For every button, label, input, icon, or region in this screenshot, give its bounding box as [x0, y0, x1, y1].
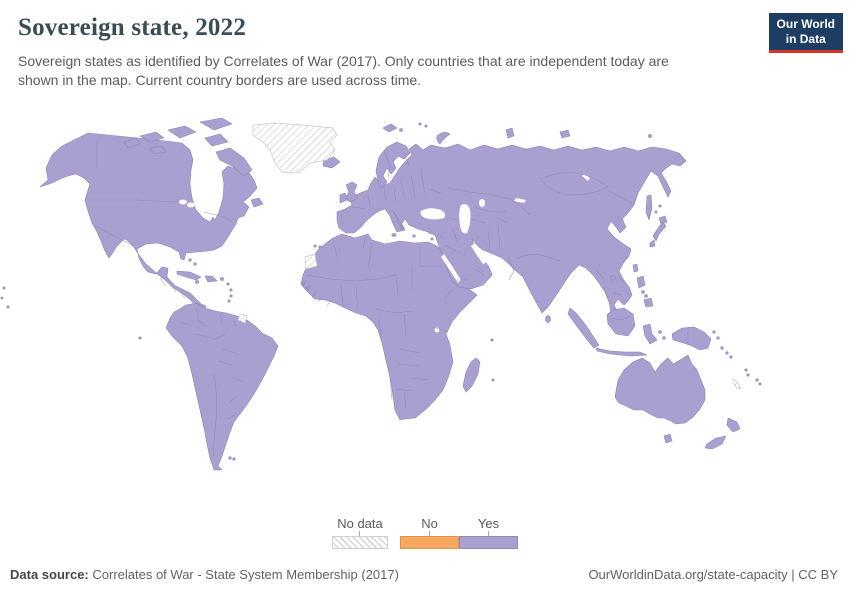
data-source-label: Data source: [10, 567, 89, 582]
footer-license[interactable]: CC BY [798, 567, 838, 582]
region-new-zealand[interactable] [726, 417, 741, 433]
data-source-value: Correlates of War - State System Members… [92, 567, 399, 582]
region-borneo[interactable] [606, 307, 636, 337]
logo-line-1: Our World [776, 17, 835, 31]
footer-separator: | [791, 567, 795, 582]
legend-swatch-no-data[interactable] [332, 536, 388, 549]
data-source: Data source: Correlates of War - State S… [10, 567, 399, 582]
legend-label-yes[interactable]: Yes [477, 516, 500, 531]
subtitle-line-1: Sovereign states as identified by Correl… [18, 53, 669, 69]
world-map-canvas[interactable] [0, 108, 850, 508]
legend-label-no[interactable]: No [421, 516, 438, 531]
legend-label-no-data[interactable]: No data [337, 516, 383, 531]
page-subtitle: Sovereign states as identified by Correl… [18, 52, 738, 90]
subtitle-line-2: shown in the map. Current country border… [18, 72, 422, 88]
legend-swatch-no[interactable] [400, 536, 459, 549]
legend-tick-no [429, 531, 430, 536]
countries-no-data-layer[interactable] [237, 122, 742, 390]
footer-credits: OurWorldinData.org/state-capacity | CC B… [588, 567, 838, 582]
region-australia[interactable] [614, 354, 706, 425]
countries-yes-layer[interactable] [0, 117, 762, 471]
region-greenland-no-data[interactable] [252, 122, 338, 174]
region-south-america[interactable] [165, 302, 279, 471]
region-uk[interactable] [344, 181, 359, 203]
region-french-guiana-no-data[interactable] [237, 313, 248, 324]
logo-line-2: in Data [785, 32, 826, 46]
region-japan[interactable] [658, 215, 668, 225]
region-caribbean[interactable] [176, 270, 202, 281]
legend-tick-no-data [359, 531, 360, 536]
legend-swatch-yes[interactable] [459, 536, 518, 549]
region-africa[interactable] [300, 233, 478, 421]
world-map[interactable] [0, 108, 850, 508]
region-north-america[interactable] [39, 132, 258, 311]
owid-logo[interactable]: Our World in Data [768, 13, 843, 53]
lakes-layer [179, 174, 590, 333]
region-new-caledonia-no-data[interactable] [732, 378, 742, 390]
region-sumatra[interactable] [567, 307, 600, 349]
country-borders-layer [90, 140, 689, 457]
footer-link[interactable]: OurWorldinData.org/state-capacity [588, 567, 788, 582]
page-title: Sovereign state, 2022 [18, 14, 247, 41]
region-philippines[interactable] [636, 275, 646, 289]
region-western-sahara-no-data[interactable] [304, 253, 318, 270]
legend-tick-yes [488, 531, 489, 536]
region-madagascar[interactable] [462, 357, 481, 393]
region-new-guinea[interactable] [671, 326, 712, 351]
